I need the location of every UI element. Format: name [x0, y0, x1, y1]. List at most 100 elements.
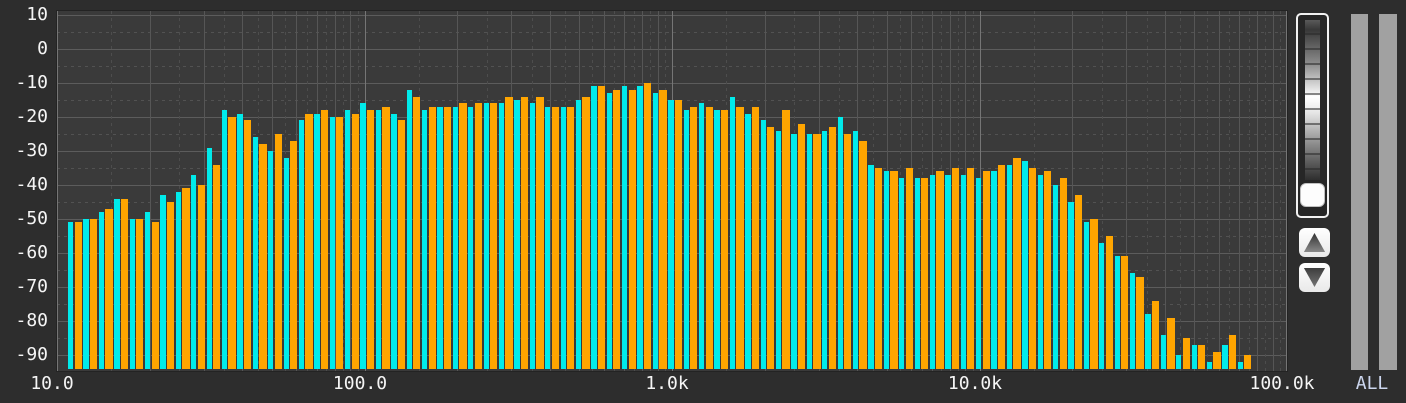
y-tick-label: -40 — [15, 174, 48, 195]
band-bar-channel-b-orange — [336, 117, 344, 369]
band-bar-channel-b-orange — [828, 127, 836, 369]
band-bar-channel-a-cyan — [683, 110, 689, 369]
band-bar-channel-b-orange — [1044, 171, 1052, 369]
y-tick-label: -80 — [15, 310, 48, 331]
band-bar-channel-a-cyan — [406, 89, 412, 369]
band-bar-channel-a-cyan — [206, 147, 212, 369]
band-bar-channel-a-cyan — [1068, 202, 1074, 369]
band-bar-channel-b-orange — [1228, 334, 1237, 369]
band-bar-channel-a-cyan — [1145, 314, 1151, 369]
band-bar-channel-a-cyan — [175, 191, 182, 369]
gain-fader-knob[interactable] — [1300, 183, 1325, 207]
x-tick-label: 100.0k — [1249, 373, 1315, 394]
band-bar-channel-a-cyan — [1114, 256, 1120, 369]
y-tick-label: -30 — [15, 140, 48, 161]
band-bar-channel-b-orange — [1136, 276, 1144, 369]
band-bar-channel-a-cyan — [760, 120, 766, 369]
vertical-scrollbar-2[interactable] — [1379, 14, 1397, 370]
all-channels-label: ALL — [1355, 373, 1389, 394]
band-bar-channel-b-orange — [813, 134, 821, 369]
band-bar-channel-a-cyan — [1176, 355, 1182, 369]
band-bar-channel-b-orange — [797, 123, 806, 369]
scroll-up-button[interactable] — [1299, 228, 1330, 257]
band-bar-channel-a-cyan — [560, 106, 566, 369]
band-bar-channel-b-orange — [397, 120, 406, 369]
band-bar-channel-a-cyan — [976, 178, 982, 369]
band-bar-channel-b-orange — [520, 96, 529, 369]
band-bar-channel-b-orange — [597, 86, 606, 369]
band-bar-channel-a-cyan — [221, 110, 228, 369]
band-bar-channel-b-orange — [259, 144, 267, 369]
gridline — [658, 11, 659, 371]
gridline — [1286, 11, 1287, 371]
y-tick-label: 0 — [37, 38, 48, 59]
spectrum-plot — [57, 11, 1287, 371]
band-bar-channel-b-orange — [643, 83, 652, 369]
gridline — [1229, 11, 1230, 371]
band-bar-channel-b-orange — [921, 178, 929, 369]
band-bar-channel-b-orange — [120, 198, 129, 369]
gridline — [179, 11, 180, 371]
band-bar-channel-a-cyan — [652, 93, 659, 369]
band-bar-channel-a-cyan — [468, 106, 474, 369]
gridline — [1239, 11, 1240, 371]
band-bar-channel-a-cyan — [514, 100, 520, 369]
band-bar-channel-b-orange — [228, 117, 236, 369]
band-bar-channel-a-cyan — [1099, 242, 1105, 369]
gridline — [1126, 11, 1127, 371]
y-tick-label: -70 — [15, 276, 48, 297]
band-bar-channel-b-orange — [567, 106, 575, 369]
gridline — [1249, 11, 1250, 371]
band-bar-channel-a-cyan — [360, 103, 366, 369]
y-tick-label: 10 — [26, 4, 48, 25]
gridline — [1219, 11, 1220, 371]
band-bar-channel-b-orange — [366, 110, 375, 369]
gridline — [1072, 11, 1073, 371]
band-bar-channel-b-orange — [1213, 351, 1221, 369]
band-bar-channel-b-orange — [1105, 236, 1113, 369]
band-bar-channel-b-orange — [136, 219, 144, 369]
band-bar-channel-b-orange — [1167, 317, 1175, 369]
band-bar-channel-b-orange — [1121, 256, 1129, 369]
gridline — [150, 11, 151, 371]
band-bar-channel-b-orange — [536, 96, 544, 369]
band-bar-channel-a-cyan — [145, 212, 151, 369]
band-bar-channel-b-orange — [628, 89, 636, 369]
band-bar-channel-a-cyan — [806, 134, 813, 369]
band-bar-channel-a-cyan — [637, 86, 643, 369]
band-bar-channel-b-orange — [582, 96, 590, 369]
band-bar-channel-b-orange — [290, 140, 298, 369]
x-tick-label: 10.0k — [947, 373, 1003, 394]
band-bar-channel-b-orange — [74, 222, 82, 369]
band-bar-channel-a-cyan — [1006, 164, 1013, 369]
scroll-down-button[interactable] — [1299, 263, 1330, 292]
band-bar-channel-a-cyan — [622, 86, 628, 369]
band-bar-channel-a-cyan — [375, 110, 382, 369]
band-bar-channel-b-orange — [751, 106, 760, 369]
band-bar-channel-b-orange — [1074, 195, 1083, 369]
gridline — [550, 11, 551, 371]
band-bar-channel-a-cyan — [1053, 185, 1059, 369]
band-bar-channel-a-cyan — [729, 96, 736, 369]
band-bar-channel-a-cyan — [714, 110, 720, 369]
gridline — [1147, 11, 1148, 371]
band-bar-channel-a-cyan — [960, 174, 966, 369]
vertical-scrollbar-1[interactable] — [1351, 14, 1368, 370]
band-bar-channel-b-orange — [428, 106, 436, 369]
y-tick-label: -90 — [15, 344, 48, 365]
band-bar-channel-b-orange — [1198, 344, 1206, 369]
gridline — [1207, 11, 1208, 371]
gridline — [335, 11, 336, 371]
band-bar-channel-b-orange — [674, 100, 683, 369]
band-bar-channel-a-cyan — [1237, 361, 1243, 369]
band-bar-channel-a-cyan — [422, 110, 428, 369]
gridline — [1280, 11, 1281, 371]
gridline — [1102, 11, 1103, 371]
band-bar-channel-a-cyan — [129, 219, 135, 369]
band-bar-channel-a-cyan — [852, 130, 859, 369]
gridline — [111, 11, 112, 371]
band-bar-channel-a-cyan — [191, 174, 197, 369]
band-bar-channel-a-cyan — [283, 157, 289, 369]
gain-fader[interactable] — [1296, 13, 1329, 218]
down-arrow-icon — [1303, 268, 1326, 287]
